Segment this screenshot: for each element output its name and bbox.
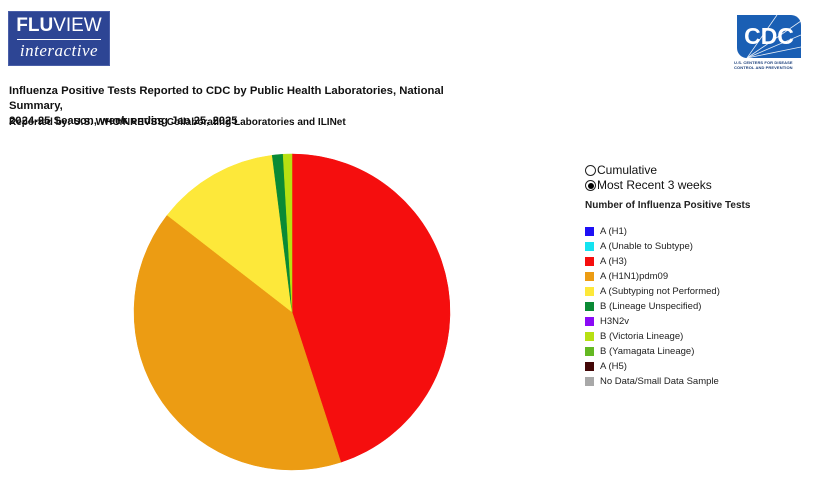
pie-slice[interactable] bbox=[282, 153, 293, 313]
legend-title: Number of Influenza Positive Tests bbox=[585, 200, 751, 211]
legend-label: A (H5) bbox=[600, 361, 627, 372]
fluview-wordmark: FLUVIEW bbox=[16, 15, 102, 36]
legend-label: B (Lineage Unspecified) bbox=[600, 301, 702, 312]
legend-swatch-icon bbox=[585, 257, 594, 266]
legend-swatch-icon bbox=[585, 272, 594, 281]
cdc-caption-line2: CONTROL AND PREVENTION bbox=[734, 65, 793, 70]
legend-swatch-icon bbox=[585, 242, 594, 251]
time-range-radio-group: Cumulative Most Recent 3 weeks bbox=[585, 163, 712, 193]
legend-label: H3N2v bbox=[600, 316, 630, 327]
chart-subtitle: Reported by: U.S. WHO/NREVSS Collaborati… bbox=[9, 117, 346, 128]
pie-slice[interactable] bbox=[133, 214, 342, 471]
legend-swatch-icon bbox=[585, 347, 594, 356]
legend-item[interactable]: A (Unable to Subtype) bbox=[585, 239, 720, 254]
cdc-caption-line1: U.S. CENTERS FOR DISEASE bbox=[734, 60, 793, 65]
pie-slice[interactable] bbox=[291, 153, 451, 463]
legend-swatch-icon bbox=[585, 317, 594, 326]
legend-label: A (H1N1)pdm09 bbox=[600, 271, 669, 282]
cdc-logo-box: CDC bbox=[737, 15, 801, 58]
legend-item[interactable]: A (H1N1)pdm09 bbox=[585, 269, 720, 284]
legend-label: B (Victoria Lineage) bbox=[600, 331, 684, 342]
legend-label: A (Subtyping not Performed) bbox=[600, 286, 720, 297]
legend: A (H1) A (Unable to Subtype) A (H3) A (H1N1… bbox=[585, 224, 720, 389]
chart-title-line1: Influenza Positive Tests Reported to CDC… bbox=[9, 85, 444, 112]
radio-label: Cumulative bbox=[597, 163, 658, 177]
fluview-interactive-logo: FLUVIEW interactive bbox=[8, 11, 110, 66]
legend-item[interactable]: B (Victoria Lineage) bbox=[585, 329, 720, 344]
chart-title: Influenza Positive Tests Reported to CDC… bbox=[9, 84, 479, 129]
legend-item[interactable]: B (Lineage Unspecified) bbox=[585, 299, 720, 314]
radio-most-recent-3-weeks[interactable]: Most Recent 3 weeks bbox=[585, 178, 712, 193]
cdc-logo: CDC U.S. CENTERS FOR DISEASE CONTROL AND… bbox=[734, 14, 804, 70]
legend-swatch-icon bbox=[585, 377, 594, 386]
radio-cumulative[interactable]: Cumulative bbox=[585, 163, 712, 178]
legend-label: No Data/Small Data Sample bbox=[600, 376, 719, 387]
radio-button-icon[interactable] bbox=[585, 165, 596, 176]
legend-item[interactable]: No Data/Small Data Sample bbox=[585, 374, 720, 389]
fluview-subtitle: interactive bbox=[19, 41, 99, 60]
legend-swatch-icon bbox=[585, 362, 594, 371]
legend-swatch-icon bbox=[585, 302, 594, 311]
radio-button-icon[interactable] bbox=[585, 180, 596, 191]
logo-divider bbox=[17, 39, 101, 40]
legend-label: A (H3) bbox=[600, 256, 627, 267]
chart-title-line2: 2024-25 Season, week ending Jan 25, 2025 bbox=[9, 115, 238, 127]
legend-item[interactable]: A (H5) bbox=[585, 359, 720, 374]
legend-swatch-icon bbox=[585, 227, 594, 236]
legend-item[interactable]: A (Subtyping not Performed) bbox=[585, 284, 720, 299]
pie-slice[interactable] bbox=[166, 154, 293, 313]
cdc-letters: CDC bbox=[744, 23, 794, 49]
legend-item[interactable]: A (H1) bbox=[585, 224, 720, 239]
legend-label: A (H1) bbox=[600, 226, 627, 237]
legend-swatch-icon bbox=[585, 332, 594, 341]
radio-label: Most Recent 3 weeks bbox=[597, 178, 712, 192]
cdc-rays-icon bbox=[746, 15, 801, 58]
legend-swatch-icon bbox=[585, 287, 594, 296]
legend-item[interactable]: A (H3) bbox=[585, 254, 720, 269]
legend-label: A (Unable to Subtype) bbox=[600, 241, 693, 252]
legend-item[interactable]: B (Yamagata Lineage) bbox=[585, 344, 720, 359]
legend-item[interactable]: H3N2v bbox=[585, 314, 720, 329]
cdc-caption: U.S. CENTERS FOR DISEASE CONTROL AND PRE… bbox=[734, 60, 804, 70]
legend-label: B (Yamagata Lineage) bbox=[600, 346, 695, 357]
